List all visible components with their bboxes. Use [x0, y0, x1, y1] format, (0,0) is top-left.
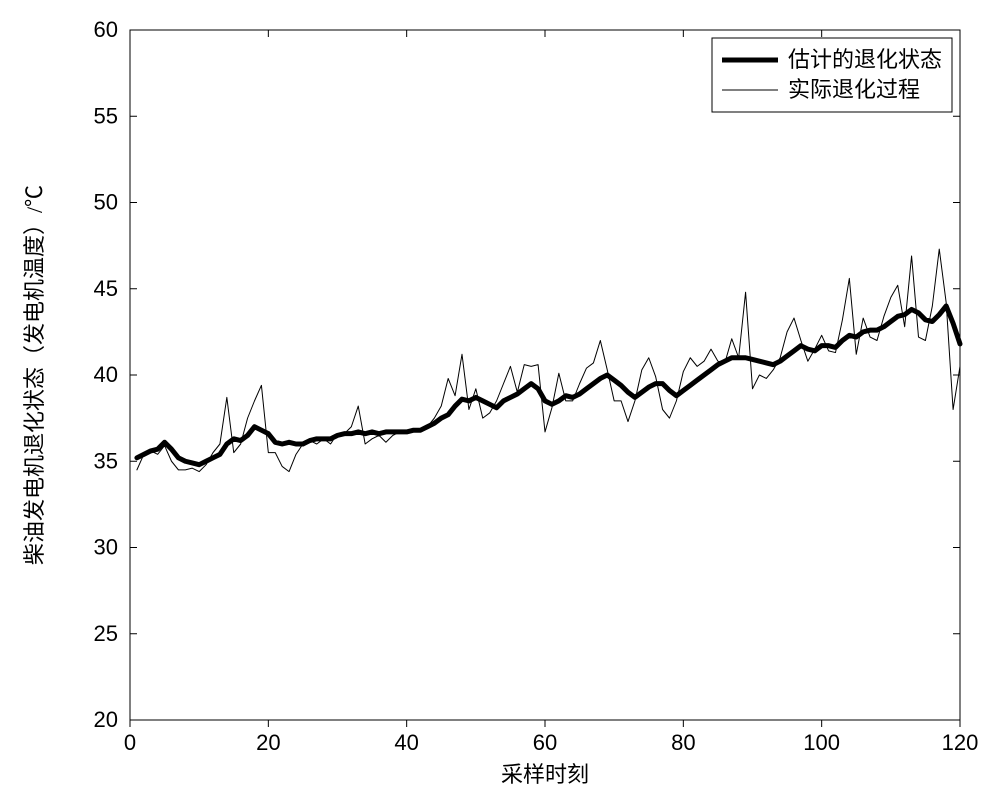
y-tick-label: 30 — [94, 535, 118, 560]
y-tick-label: 35 — [94, 448, 118, 473]
y-tick-label: 45 — [94, 276, 118, 301]
x-tick-label: 100 — [803, 730, 840, 755]
x-axis-title: 采样时刻 — [501, 762, 589, 787]
line-chart: 020406080100120202530354045505560采样时刻柴油发… — [0, 0, 1000, 808]
chart-container: 020406080100120202530354045505560采样时刻柴油发… — [0, 0, 1000, 808]
y-tick-label: 20 — [94, 707, 118, 732]
x-tick-label: 20 — [256, 730, 280, 755]
legend-label: 估计的退化状态 — [788, 47, 942, 72]
legend-label: 实际退化过程 — [788, 77, 920, 102]
series-line — [137, 306, 960, 465]
y-axis-title: 柴油发电机退化状态（发电机温度）/℃ — [22, 185, 47, 565]
x-tick-label: 0 — [124, 730, 136, 755]
y-tick-label: 60 — [94, 17, 118, 42]
y-tick-label: 40 — [94, 362, 118, 387]
x-tick-label: 120 — [942, 730, 979, 755]
plot-border — [130, 30, 960, 720]
x-tick-label: 80 — [671, 730, 695, 755]
y-tick-label: 50 — [94, 190, 118, 215]
y-tick-label: 25 — [94, 621, 118, 646]
x-tick-label: 60 — [533, 730, 557, 755]
series-line — [137, 249, 960, 472]
x-tick-label: 40 — [394, 730, 418, 755]
y-tick-label: 55 — [94, 103, 118, 128]
